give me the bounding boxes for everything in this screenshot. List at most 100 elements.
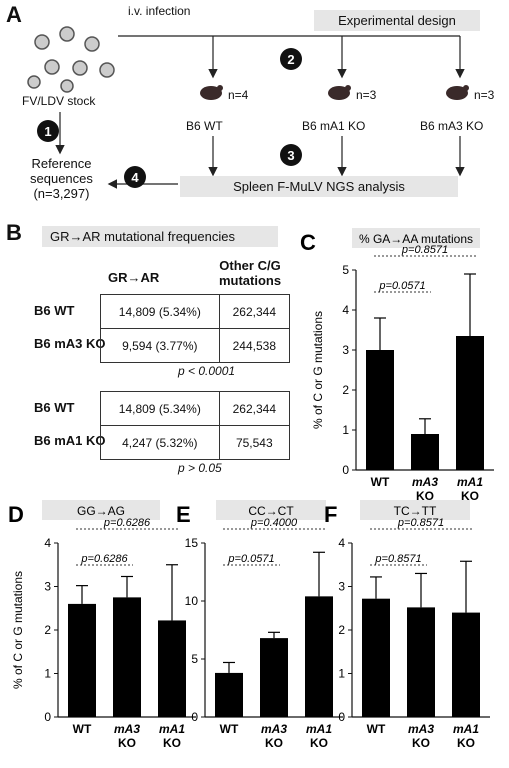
x-tick-label: mA3	[412, 475, 438, 489]
ngs-box: Spleen F-MuLV NGS analysis	[180, 176, 458, 197]
p-value-label: p=0.8571	[401, 244, 448, 256]
col-header-1: GR→AR	[108, 270, 160, 285]
x-tick-label: mA1	[457, 475, 483, 489]
y-tick-label: 1	[44, 667, 51, 681]
group-label: B6 mA1 KO	[302, 119, 366, 133]
mouse-wt-icon	[198, 82, 224, 107]
panel-label: D	[8, 502, 24, 527]
panel-label: F	[324, 502, 337, 527]
step-1-badge: 1	[37, 120, 59, 142]
step-2-badge: 2	[280, 48, 302, 70]
row-label: B6 WT	[34, 400, 75, 415]
y-axis-label: % of C or G mutations	[311, 311, 325, 429]
table-row: 9,594 (3.77%) 244,538	[100, 328, 291, 363]
row-label: B6 mA1 KO	[34, 433, 106, 448]
virus-stock-icon	[27, 26, 115, 93]
x-tick-label: KO	[310, 736, 328, 750]
x-tick-label: mA1	[159, 722, 185, 736]
p-value-label: p=0.0571	[378, 280, 425, 292]
p-value-label: p=0.8571	[397, 517, 444, 529]
chart-title: % GA→AA mutations	[359, 232, 473, 246]
y-tick-label: 3	[342, 343, 349, 357]
y-tick-label: 0	[44, 710, 51, 724]
reference-label: Reference sequences (n=3,297)	[30, 156, 93, 201]
x-tick-label: WT	[73, 722, 92, 736]
p-value-2: p > 0.05	[178, 461, 222, 475]
x-tick-label: WT	[220, 722, 239, 736]
group-n: n=3	[356, 88, 377, 102]
table-row: 4,247 (5.32%) 75,543	[100, 425, 291, 460]
table-2: 14,809 (5.34%) 262,344 4,247 (5.32%) 75,54…	[100, 391, 291, 460]
y-tick-label: 4	[342, 303, 349, 317]
x-tick-label: KO	[461, 489, 479, 503]
group-label: B6 WT	[186, 119, 223, 133]
infection-label: i.v. infection	[128, 4, 191, 18]
y-tick-label: 2	[342, 383, 349, 397]
chart-title: CC→CT	[248, 504, 294, 518]
panel-b-label: B	[6, 220, 22, 245]
mouse-ma1-icon	[326, 82, 352, 107]
p-value-1: p < 0.0001	[178, 364, 236, 378]
chart-title-box	[352, 228, 480, 248]
x-tick-label: WT	[371, 475, 390, 489]
bar	[366, 350, 394, 470]
p-value-label: p=0.4000	[250, 517, 298, 529]
y-tick-label: 3	[44, 580, 51, 594]
row-label: B6 WT	[34, 303, 75, 318]
y-tick-label: 5	[191, 652, 198, 666]
design-box: Experimental design	[314, 10, 480, 31]
y-axis-label: % of C or G mutations	[11, 571, 25, 689]
y-tick-label: 3	[338, 580, 345, 594]
panel-a-label: A	[6, 2, 22, 27]
x-tick-label: mA1	[453, 722, 479, 736]
bar	[68, 603, 96, 717]
chart-title: GG→AG	[77, 504, 125, 518]
col-header-2: Other C/G mutations	[218, 258, 282, 288]
y-tick-label: 4	[44, 536, 51, 550]
bar	[411, 434, 439, 470]
p-value-label: p=0.6286	[80, 553, 128, 565]
x-tick-label: KO	[457, 736, 475, 750]
y-tick-label: 10	[185, 594, 199, 608]
y-tick-label: 2	[338, 623, 345, 637]
bar	[407, 607, 435, 717]
y-tick-label: 1	[338, 667, 345, 681]
x-tick-label: WT	[367, 722, 386, 736]
y-tick-label: 5	[342, 263, 349, 277]
x-tick-label: mA3	[114, 722, 140, 736]
bar	[215, 672, 243, 717]
panel-label: E	[176, 502, 191, 527]
y-tick-label: 0	[342, 463, 349, 477]
y-tick-label: 2	[44, 623, 51, 637]
bar	[158, 620, 186, 717]
bar	[456, 336, 484, 470]
x-tick-label: KO	[265, 736, 283, 750]
group-n: n=4	[228, 88, 249, 102]
panel-a-arrows	[55, 35, 465, 189]
chart-title-box	[42, 500, 160, 520]
step-3-badge: 3	[280, 144, 302, 166]
bar	[452, 612, 480, 717]
panel-label: C	[300, 230, 316, 255]
group-label: B6 mA3 KO	[420, 119, 484, 133]
stock-label: FV/LDV stock	[22, 94, 96, 108]
x-tick-label: mA3	[408, 722, 434, 736]
x-tick-label: mA3	[261, 722, 287, 736]
y-tick-label: 0	[191, 710, 198, 724]
bar	[305, 596, 333, 717]
y-tick-label: 0	[338, 710, 345, 724]
x-tick-label: KO	[163, 736, 181, 750]
step-4-badge: 4	[124, 166, 146, 188]
row-label: B6 mA3 KO	[34, 336, 106, 351]
mouse-ma3-icon	[444, 82, 470, 107]
y-tick-label: 1	[342, 423, 349, 437]
group-n: n=3	[474, 88, 495, 102]
bar	[362, 598, 390, 717]
x-tick-label: KO	[416, 489, 434, 503]
p-value-label: p=0.8571	[374, 553, 421, 565]
p-value-label: p=0.6286	[103, 517, 151, 529]
y-tick-label: 15	[185, 536, 199, 550]
y-tick-label: 4	[338, 536, 345, 550]
bar	[260, 638, 288, 717]
